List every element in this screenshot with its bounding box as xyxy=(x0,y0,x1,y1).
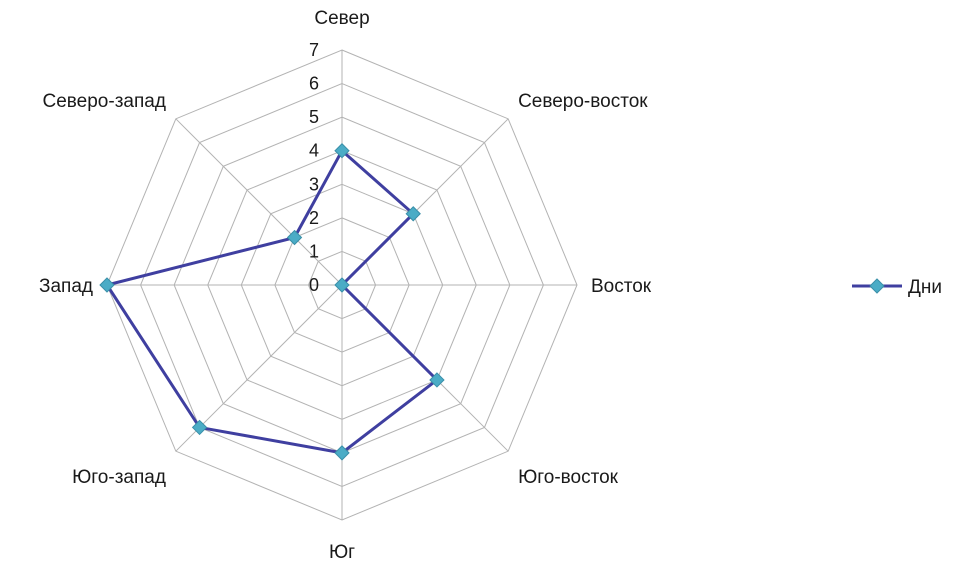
spoke-8 xyxy=(175,118,343,286)
category-label-7: Запад xyxy=(39,276,93,297)
category-label-layer: Север Северо-восток Восток Юго-восток Юг Юго-… xyxy=(39,8,652,563)
series-layer xyxy=(99,143,445,461)
data-point-5 xyxy=(334,445,350,461)
tick-label-5: 5 xyxy=(309,107,319,127)
tick-label-2: 2 xyxy=(309,208,319,228)
data-point-2 xyxy=(405,206,421,222)
tick-label-layer: 0 1 2 3 4 5 6 7 xyxy=(309,40,319,295)
data-point-4 xyxy=(429,372,445,388)
legend-marker xyxy=(869,278,885,294)
tick-label-3: 3 xyxy=(309,174,319,194)
category-label-5: Юг xyxy=(329,542,355,563)
spoke-6 xyxy=(175,284,343,452)
category-label-2: Северо-восток xyxy=(518,91,648,112)
data-point-3 xyxy=(334,277,350,293)
category-label-4: Юго-восток xyxy=(518,467,619,488)
data-point-6 xyxy=(191,419,208,436)
series-line xyxy=(104,148,440,455)
category-label-3: Восток xyxy=(591,276,652,297)
data-point-1 xyxy=(334,143,350,159)
tick-label-7: 7 xyxy=(309,40,319,60)
category-label-1: Север xyxy=(314,8,369,29)
legend: Дни xyxy=(852,277,942,298)
tick-label-1: 1 xyxy=(309,241,319,261)
tick-label-0: 0 xyxy=(309,275,319,295)
legend-label: Дни xyxy=(908,277,942,298)
tick-label-4: 4 xyxy=(309,141,319,161)
category-label-6: Юго-запад xyxy=(72,467,166,488)
tick-label-6: 6 xyxy=(309,74,319,94)
data-point-7 xyxy=(99,277,115,293)
category-label-8: Северо-запад xyxy=(43,91,166,112)
data-point-8 xyxy=(286,229,303,246)
